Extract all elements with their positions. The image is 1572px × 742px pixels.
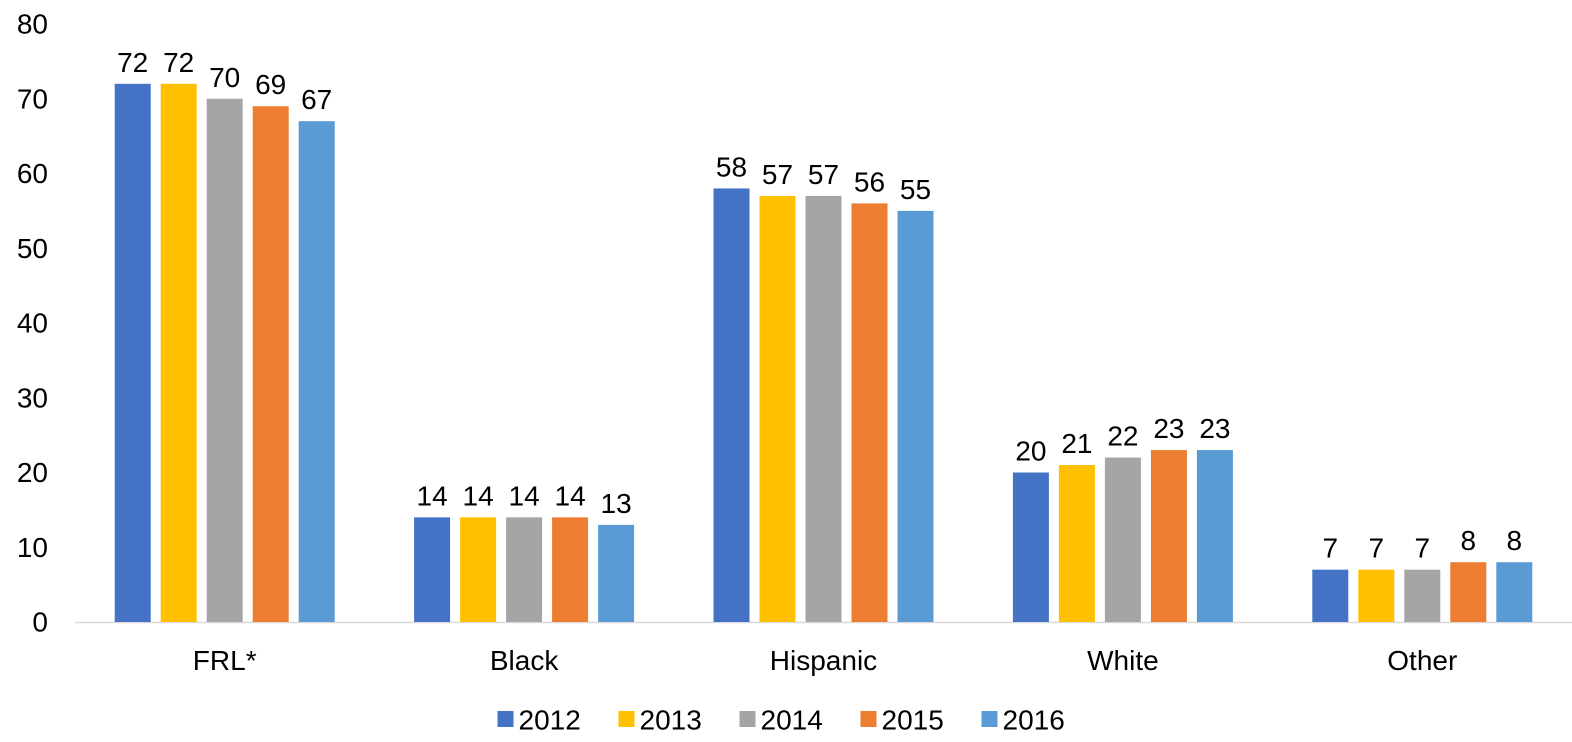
bar [114, 83, 151, 623]
data-label: 72 [117, 47, 148, 78]
legend-swatch [860, 711, 877, 727]
data-label: 56 [854, 166, 885, 197]
y-tick-label: 40 [17, 308, 48, 339]
y-tick-label: 50 [17, 233, 48, 264]
legend-label: 2014 [761, 705, 823, 736]
legend-item: 2013 [618, 705, 702, 736]
x-category-label: Hispanic [770, 645, 877, 676]
data-label: 7 [1323, 533, 1339, 564]
bar [460, 517, 497, 622]
bar [1496, 562, 1533, 622]
bar [1358, 569, 1395, 622]
x-category-label: Other [1387, 645, 1457, 676]
bar-group: 14 14 14 14 13 [414, 480, 635, 622]
data-label: 57 [762, 159, 793, 190]
bar-group: 72 72 70 69 67 [114, 47, 335, 623]
bar [414, 517, 451, 622]
legend-swatch [739, 711, 756, 727]
y-axis: 0 10 20 30 40 50 60 70 80 [17, 9, 48, 638]
bar [598, 524, 635, 622]
bar [1104, 457, 1141, 622]
bar [713, 188, 750, 622]
data-label: 67 [301, 84, 332, 115]
data-label: 14 [463, 480, 494, 511]
legend-label: 2016 [1003, 705, 1065, 736]
bar [506, 517, 543, 622]
bar [206, 98, 243, 622]
data-label: 70 [209, 62, 240, 93]
y-tick-label: 10 [17, 532, 48, 563]
x-category-label: White [1087, 645, 1159, 676]
data-label: 21 [1061, 428, 1092, 459]
y-tick-label: 30 [17, 382, 48, 413]
data-label: 23 [1153, 413, 1184, 444]
data-label: 7 [1369, 533, 1385, 564]
bar [298, 121, 335, 623]
data-label: 8 [1507, 525, 1523, 556]
data-label: 23 [1199, 413, 1230, 444]
bar [805, 195, 842, 623]
y-tick-label: 80 [17, 9, 48, 40]
x-category-label: FRL* [193, 645, 257, 676]
bar [1312, 569, 1349, 622]
legend-label: 2013 [640, 705, 702, 736]
bar [1404, 569, 1441, 622]
bar-groups: 72 72 70 69 67 14 14 14 14 13 58 57 57 56 55 20 21 22 23 23… [114, 47, 1533, 623]
bar [897, 210, 934, 622]
legend-item: 2016 [981, 705, 1065, 736]
data-label: 13 [601, 488, 632, 519]
data-label: 8 [1461, 525, 1477, 556]
legend-item: 2014 [739, 705, 823, 736]
data-label: 69 [255, 69, 286, 100]
legend-swatch [618, 711, 635, 727]
y-tick-label: 20 [17, 457, 48, 488]
legend-swatch [981, 711, 998, 727]
data-label: 14 [509, 480, 540, 511]
data-label: 58 [716, 151, 747, 182]
data-label: 20 [1015, 436, 1046, 467]
data-label: 22 [1107, 421, 1138, 452]
bar [1012, 472, 1049, 622]
data-label: 57 [808, 159, 839, 190]
legend-swatch [497, 711, 514, 727]
y-tick-label: 0 [32, 607, 48, 638]
bar [552, 517, 589, 622]
x-axis: FRL* Black Hispanic White Other [193, 645, 1458, 676]
y-tick-label: 70 [17, 83, 48, 114]
legend-item: 2015 [860, 705, 944, 736]
legend-item: 2012 [497, 705, 581, 736]
bar-group: 20 21 22 23 23 [1012, 413, 1233, 622]
x-category-label: Black [490, 645, 559, 676]
legend-label: 2012 [519, 705, 581, 736]
bar [759, 195, 796, 623]
data-label: 14 [555, 480, 586, 511]
legend: 2012 2013 2014 2015 2016 [497, 705, 1065, 736]
data-label: 14 [417, 480, 448, 511]
bar [1150, 450, 1187, 622]
bar [851, 203, 888, 622]
data-label: 55 [900, 174, 931, 205]
bar [1196, 450, 1233, 622]
bar [1450, 562, 1487, 622]
data-label: 7 [1415, 533, 1431, 564]
bar [252, 106, 289, 623]
bar [160, 83, 197, 623]
data-label: 72 [163, 47, 194, 78]
y-tick-label: 60 [17, 158, 48, 189]
bar-group: 58 57 57 56 55 [713, 151, 934, 623]
bar [1058, 465, 1095, 622]
legend-label: 2015 [882, 705, 944, 736]
